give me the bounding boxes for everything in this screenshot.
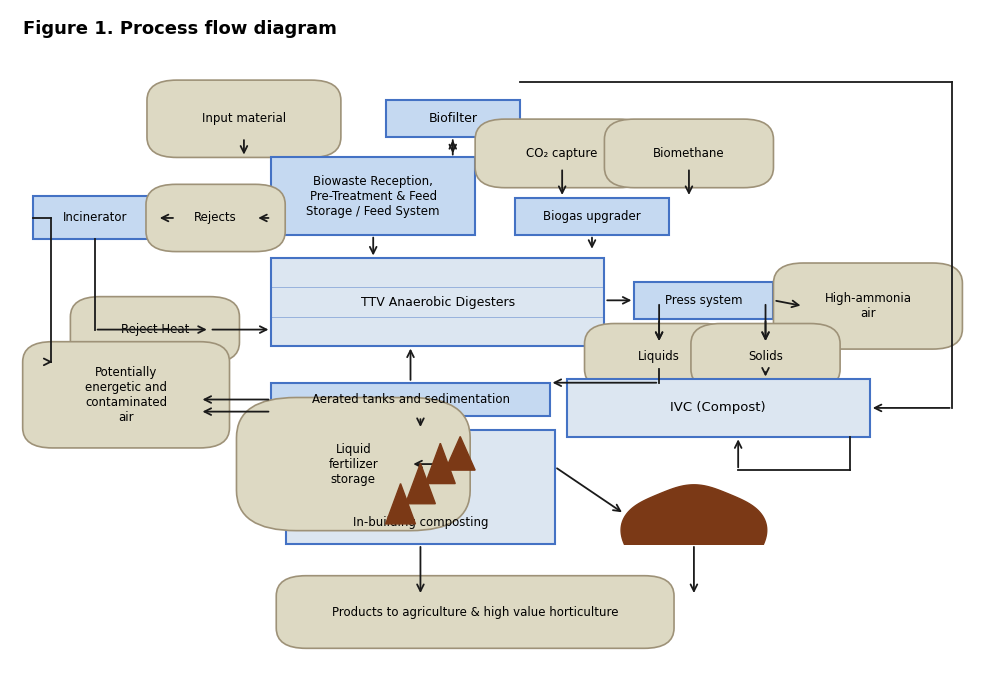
Text: Aerated tanks and sedimentation: Aerated tanks and sedimentation (312, 393, 510, 406)
FancyBboxPatch shape (773, 263, 962, 349)
Text: Potentially
energetic and
contaminated
air: Potentially energetic and contaminated a… (85, 366, 167, 424)
FancyBboxPatch shape (634, 282, 773, 319)
Text: Biogas upgrader: Biogas upgrader (543, 210, 641, 223)
FancyBboxPatch shape (286, 430, 555, 544)
FancyBboxPatch shape (271, 382, 550, 416)
Text: IVC (Compost): IVC (Compost) (670, 401, 766, 414)
Text: Rejects: Rejects (194, 212, 237, 224)
Polygon shape (386, 483, 415, 524)
Text: High-ammonia
air: High-ammonia air (824, 292, 911, 320)
Text: Incinerator: Incinerator (63, 211, 127, 224)
Text: Biomethane: Biomethane (653, 147, 725, 160)
FancyBboxPatch shape (276, 576, 674, 648)
Text: Input material: Input material (202, 113, 286, 125)
Text: Press system: Press system (665, 294, 743, 307)
Text: CO₂ capture: CO₂ capture (526, 147, 598, 160)
Text: Biofilter: Biofilter (428, 113, 477, 125)
FancyBboxPatch shape (585, 323, 734, 389)
Text: Biowaste Reception,
Pre-Treatment & Feed
Storage / Feed System: Biowaste Reception, Pre-Treatment & Feed… (306, 175, 440, 218)
Text: TTV Anaerobic Digesters: TTV Anaerobic Digesters (361, 296, 515, 308)
FancyBboxPatch shape (70, 297, 239, 363)
FancyBboxPatch shape (271, 157, 475, 235)
Text: Solids: Solids (748, 350, 783, 363)
FancyBboxPatch shape (33, 196, 157, 239)
Polygon shape (425, 443, 455, 483)
Polygon shape (406, 463, 435, 504)
Text: Figure 1. Process flow diagram: Figure 1. Process flow diagram (23, 20, 337, 37)
FancyBboxPatch shape (236, 397, 470, 531)
FancyBboxPatch shape (515, 198, 669, 235)
FancyBboxPatch shape (691, 323, 840, 389)
FancyBboxPatch shape (146, 184, 285, 252)
FancyBboxPatch shape (475, 119, 649, 188)
Text: Reject Heat: Reject Heat (121, 323, 189, 336)
Text: Liquids: Liquids (638, 350, 680, 363)
FancyBboxPatch shape (604, 119, 773, 188)
FancyBboxPatch shape (386, 100, 520, 137)
Text: In-building composting: In-building composting (353, 517, 488, 530)
FancyBboxPatch shape (271, 258, 604, 346)
FancyBboxPatch shape (23, 342, 230, 448)
Polygon shape (621, 485, 767, 544)
FancyBboxPatch shape (147, 80, 341, 157)
Text: Products to agriculture & high value horticulture: Products to agriculture & high value hor… (332, 605, 618, 618)
FancyBboxPatch shape (567, 380, 870, 437)
Text: Liquid
fertilizer
storage: Liquid fertilizer storage (328, 443, 378, 485)
Polygon shape (445, 437, 475, 470)
